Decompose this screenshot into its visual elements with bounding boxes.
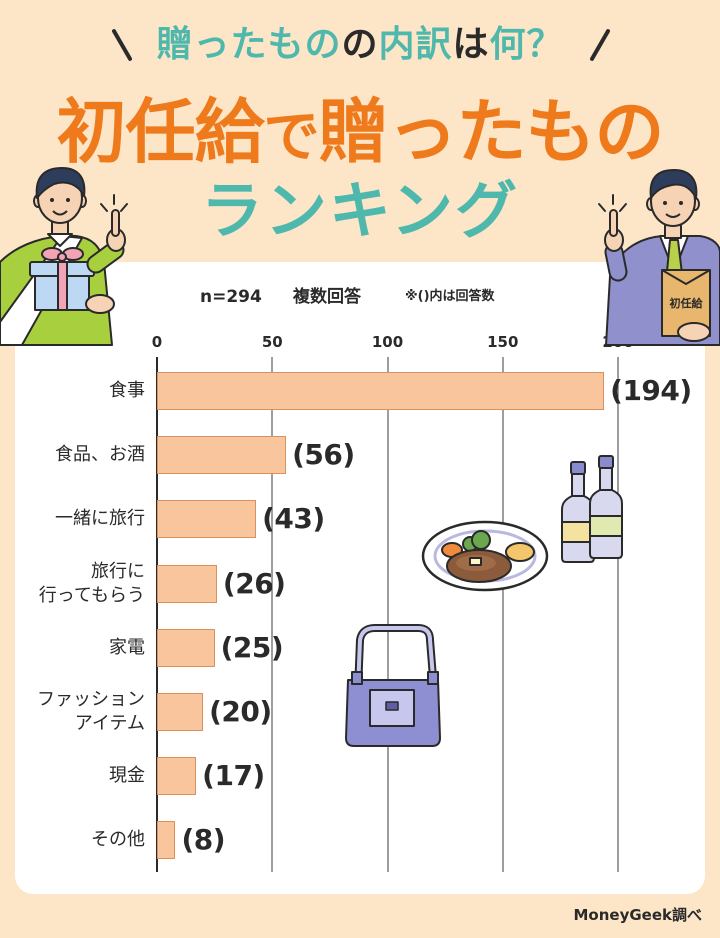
category-label-4: 旅行に 行ってもらう (38, 560, 145, 606)
source-credit: MoneyGeek調べ (573, 906, 703, 924)
bar-4 (157, 564, 217, 603)
multiple-answer-note: 複数回答 (293, 287, 361, 307)
subtitle-part-2: の (341, 24, 379, 65)
bottle-right (589, 455, 623, 559)
bar-1 (157, 372, 605, 410)
category-label-2: 食品、お酒 (55, 444, 145, 466)
steak-plate-icon (421, 520, 549, 592)
category-label-6: ファッション アイテム (37, 689, 145, 734)
bar-7 (157, 757, 197, 796)
man-with-gift-icon (0, 167, 128, 346)
parenthesis-note: ※()内は回答数 (405, 289, 495, 304)
value-label-7: (17) (202, 759, 265, 793)
envelope-label: 初任給 (670, 296, 704, 310)
x-tick-label-0: 0 (151, 333, 163, 351)
subtitle-part-3: 内訳 (378, 24, 453, 65)
subtitle-part-4: は (452, 24, 490, 65)
bar-8 (157, 821, 176, 860)
value-label-2: (56) (292, 438, 355, 472)
bar-2 (157, 436, 287, 475)
category-label-5: 家電 (109, 636, 145, 658)
man-with-envelope-icon: 初任給 (598, 169, 720, 346)
value-label-8: (8) (181, 823, 226, 857)
man-head-right (646, 169, 700, 239)
title-part-2: で (263, 105, 320, 170)
salary-envelope-icon: 初任給 (661, 269, 711, 342)
value-label-1: (194) (610, 374, 692, 407)
gridline-100 (387, 357, 388, 872)
title-part-3: 贈ったもの (318, 91, 665, 173)
gridline-150 (502, 357, 504, 872)
wine-bottles-icon (561, 455, 623, 563)
x-tick-label-50: 50 (261, 333, 283, 351)
value-label-5: (25) (220, 630, 284, 664)
bar-5 (157, 628, 215, 667)
category-label-1: 食事 (109, 380, 145, 401)
category-label-7: 現金 (109, 765, 145, 787)
chart-card (15, 262, 705, 894)
handbag-icon (345, 624, 441, 747)
subtitle: 贈ったものの内訳は何？ (0, 20, 720, 70)
gridline-50 (271, 357, 273, 872)
sample-size-note: n=294 (200, 287, 262, 307)
value-label-6: (20) (209, 695, 272, 728)
bar-6 (157, 693, 204, 731)
x-tick-label-150: 150 (487, 333, 519, 351)
page-title-line-2: ランキング (200, 174, 520, 247)
subtitle-part-5: 何？ (489, 24, 564, 65)
gridline-200 (617, 357, 619, 872)
gift-box-icon (29, 247, 115, 314)
subtitle-part-1: 贈ったもの (156, 24, 342, 65)
bar-3 (157, 500, 257, 539)
title-part-1: 初任給 (56, 91, 265, 173)
category-label-8: その他 (91, 829, 145, 851)
pointing-hand-icon-right (598, 194, 628, 282)
gridline-0 (156, 357, 158, 872)
x-tick-label-100: 100 (371, 333, 404, 351)
man-head (33, 167, 87, 247)
page-title: 初任給で贈ったもの (0, 90, 720, 174)
value-label-4: (26) (222, 566, 286, 600)
category-label-3: 一緒に旅行 (55, 508, 145, 530)
value-label-3: (43) (262, 502, 325, 536)
pointing-hand-icon (86, 194, 128, 274)
